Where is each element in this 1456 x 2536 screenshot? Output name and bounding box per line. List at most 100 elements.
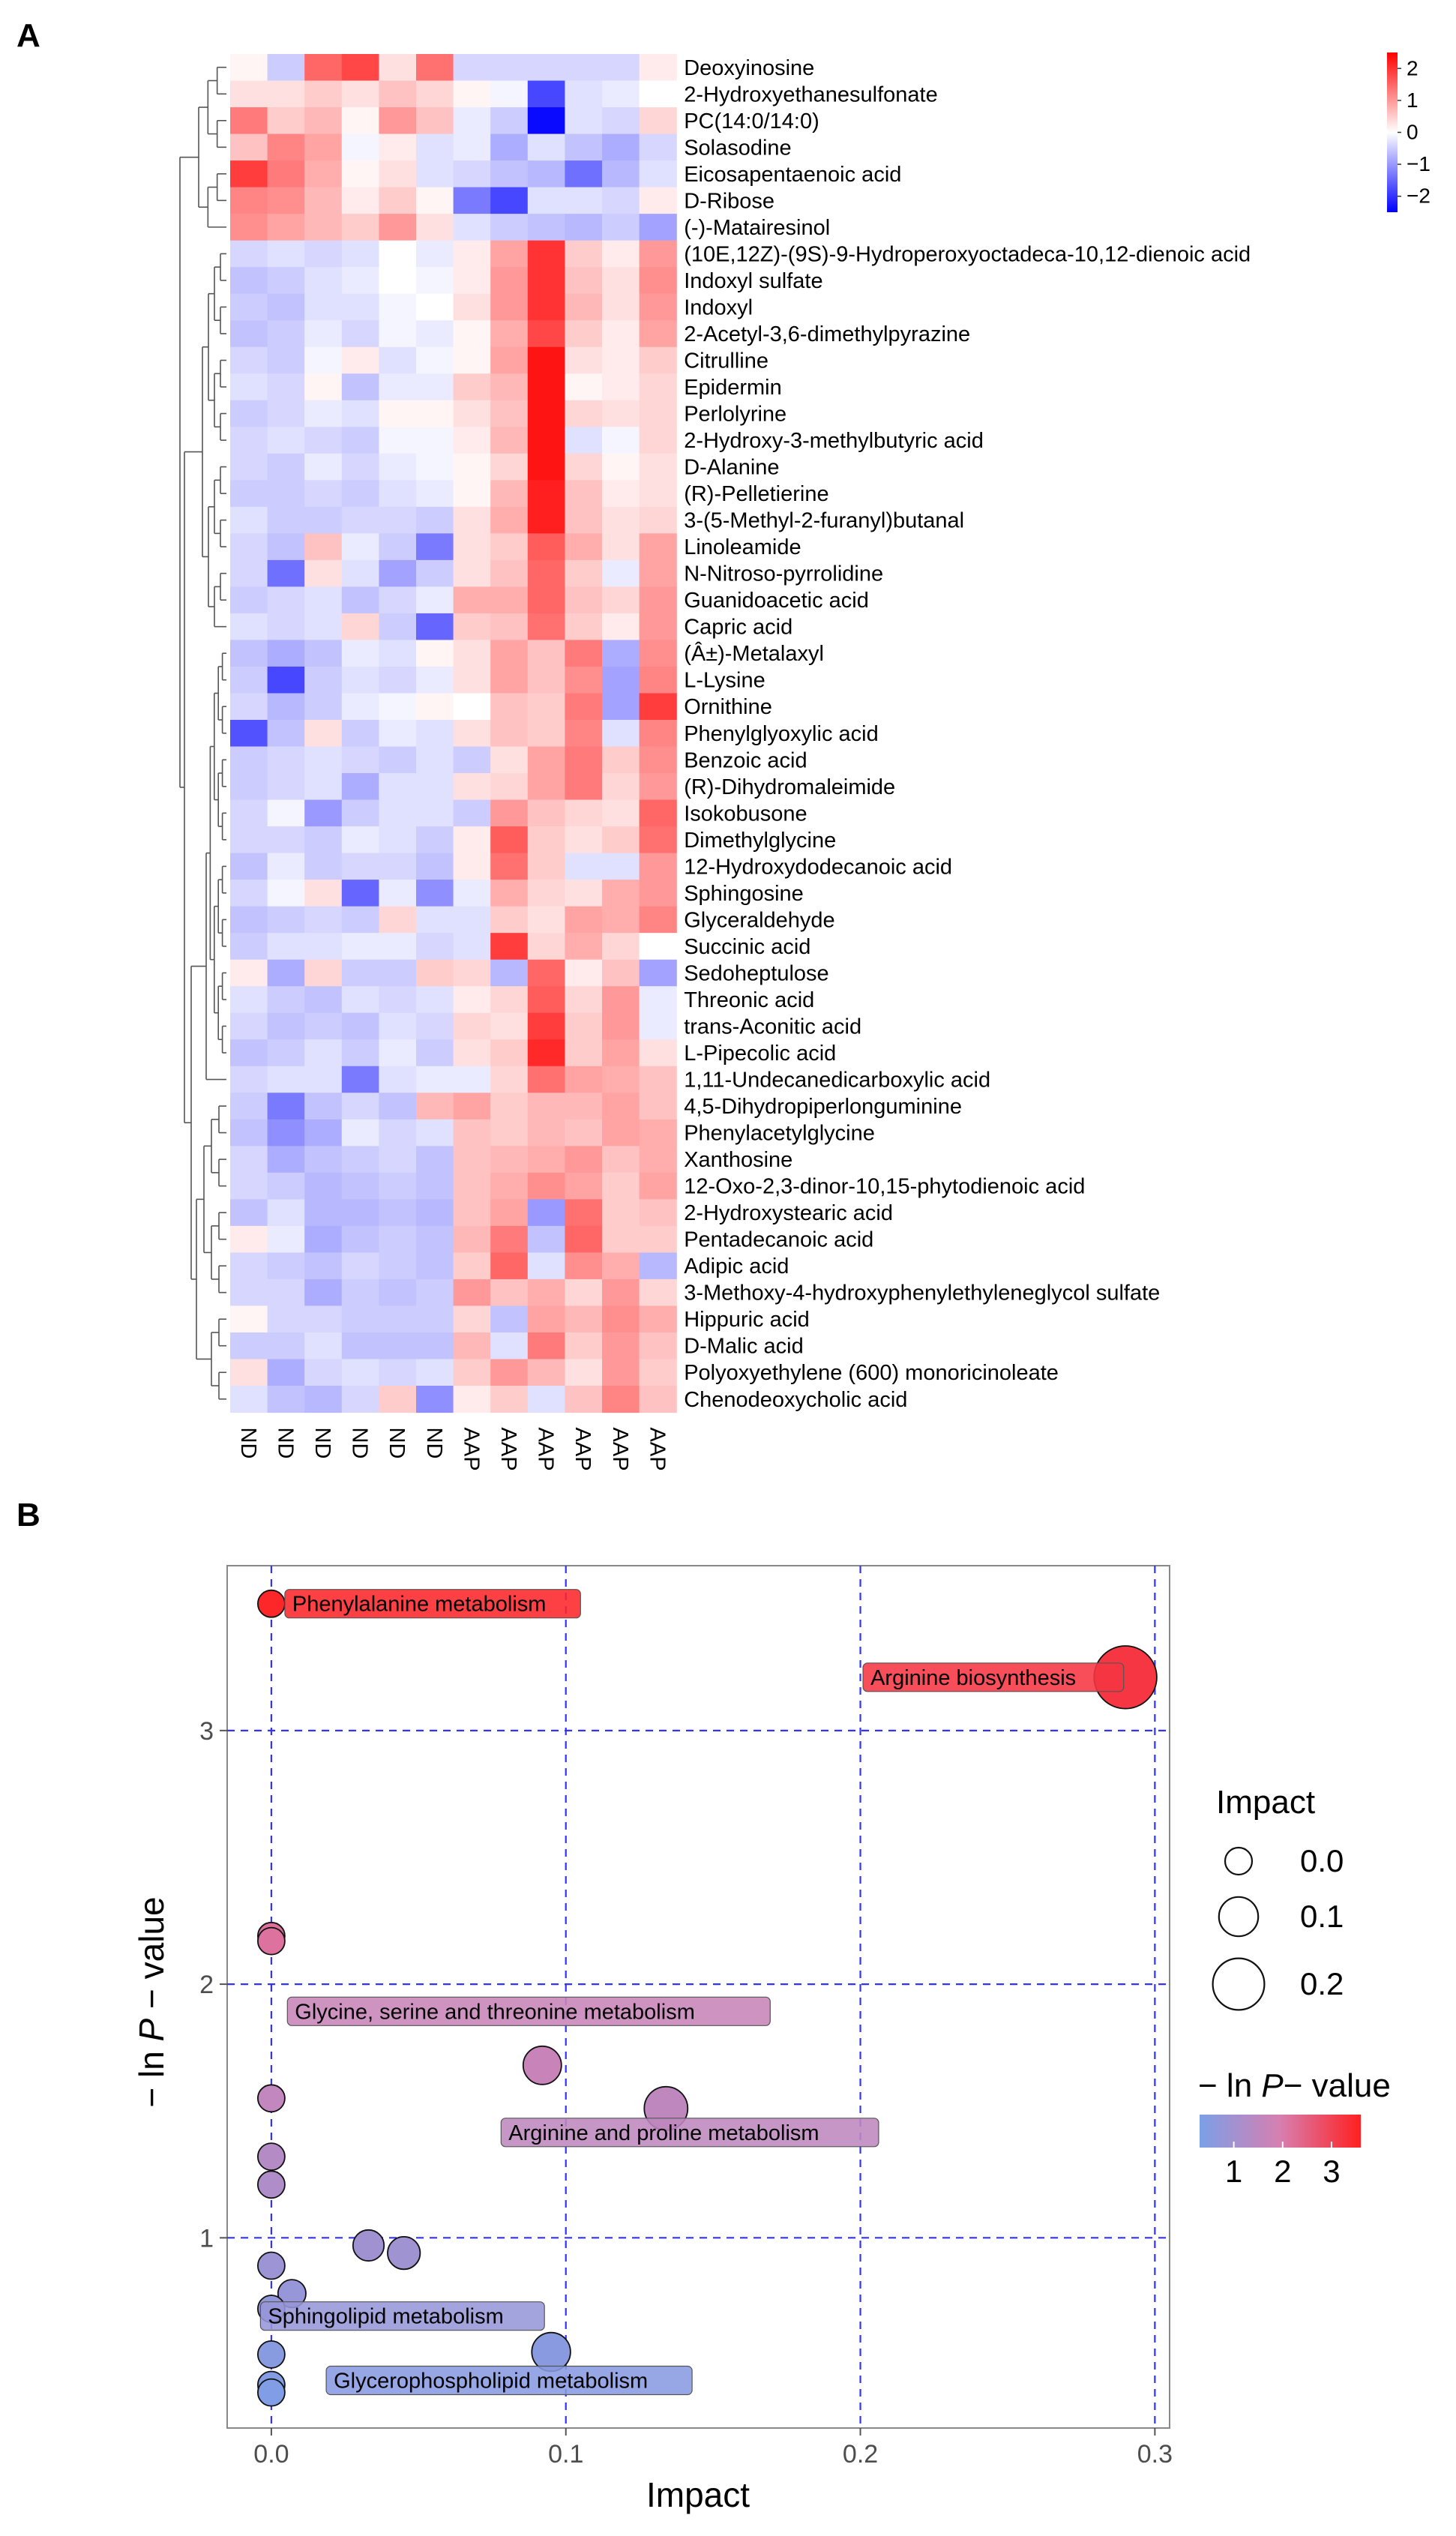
heatmap-cell [602,267,640,295]
row-dendrogram [179,66,226,1400]
heatmap-cell [416,107,454,135]
heatmap-cell [230,133,268,161]
heatmap-cell [379,133,417,161]
heatmap-cell [379,586,417,614]
heatmap-cell [230,826,268,854]
color-key-tick-label: −2 [1407,184,1431,208]
heatmap-cell [341,214,379,241]
heatmap-cell [490,773,529,801]
heatmap-cell [527,1305,565,1333]
heatmap-row-label: (Â±)-Metalaxyl [684,641,824,666]
heatmap-row-label: Eicosapentaenoic acid [684,163,901,187]
heatmap-row-label: 12-Hydroxydodecanoic acid [684,855,952,879]
heatmap-cell [379,1012,417,1040]
heatmap-cell [453,559,491,587]
size-legend-circle [1212,1957,1266,2011]
heatmap-row-label: N-Nitroso-pyrrolidine [684,562,883,586]
heatmap-cell [490,80,529,108]
heatmap-cell [490,373,529,401]
heatmap-cell [453,533,491,561]
heatmap-column-label: AAP [608,1428,632,1471]
heatmap-cell [565,1119,603,1147]
heatmap-cells [230,54,677,1413]
size-legend-label: 0.2 [1300,1966,1344,2001]
heatmap-row-label: Sedoheptulose [684,961,828,985]
heatmap-cell [527,1146,565,1174]
y-tick-label: 1 [199,2224,214,2253]
heatmap-cell [304,1252,343,1280]
heatmap-cell [416,720,454,748]
color-key-tick-label: −1 [1407,152,1431,175]
heatmap-cell [416,506,454,534]
heatmap-cell [230,1066,268,1093]
heatmap-row-label: 3-(5-Methyl-2-furanyl)butanal [684,509,964,533]
pathway-bubble [531,2331,571,2373]
heatmap-cell [379,533,417,561]
heatmap-cell [639,693,677,721]
heatmap-cell [453,986,491,1014]
heatmap-cell [490,400,529,427]
heatmap-cell [639,1359,677,1386]
heatmap-cell [416,187,454,214]
heatmap-cell [490,1012,529,1040]
heatmap-cell [490,1225,529,1253]
heatmap-cell [639,906,677,934]
heatmap-cell [267,1305,305,1333]
heatmap-cell [379,666,417,694]
heatmap-cell [565,293,603,321]
heatmap-cell [379,1359,417,1386]
heatmap-cell [490,506,529,534]
heatmap-cell [490,1386,529,1413]
heatmap-cell [602,933,640,961]
heatmap-row-label: Deoxyinosine [684,56,814,80]
heatmap-cell [267,480,305,508]
heatmap-cell [527,400,565,427]
heatmap-row-label: Glyceraldehyde [684,908,834,932]
heatmap-cell [639,1119,677,1147]
heatmap-cell [379,187,417,214]
heatmap-cell [453,933,491,961]
heatmap-cell [304,666,343,694]
heatmap-column-label: AAP [459,1428,483,1471]
heatmap-cell [267,693,305,721]
heatmap-cell [453,906,491,934]
heatmap-cell [304,1225,343,1253]
heatmap-row-label: Phenylglyoxylic acid [684,722,879,746]
heatmap-cell [527,693,565,721]
heatmap-cell [602,320,640,348]
heatmap-cell [565,533,603,561]
heatmap-cell [602,1172,640,1200]
heatmap-cell [416,54,454,82]
bubble-label-box [286,1996,771,2026]
heatmap-row-label: 2-Hydroxy-3-methylbutyric acid [684,429,984,453]
y-axis-title-prefix: − ln [132,2041,171,2107]
heatmap-cell [490,480,529,508]
heatmap-cell [267,720,305,748]
heatmap-cell [267,586,305,614]
heatmap-cell [379,693,417,721]
size-legend-label: 0.1 [1300,1899,1344,1934]
heatmap-cell [416,693,454,721]
heatmap-cell [602,54,640,82]
heatmap-cell [602,1386,640,1413]
heatmap-cell [379,1252,417,1280]
bubble-label-text: Arginine and proline metabolism [508,2121,819,2145]
heatmap-cell [416,640,454,667]
heatmap-cell [416,986,454,1014]
heatmap-cell [341,826,379,854]
bubble-label-box [259,2301,545,2331]
heatmap-cell [639,720,677,748]
heatmap-cell [527,267,565,295]
heatmap-cell [304,267,343,295]
x-axis-title: Impact [646,2475,750,2514]
heatmap-cell [379,746,417,774]
heatmap-row-label: Sphingosine [684,882,804,906]
heatmap-row-label: (10E,12Z)-(9S)-9-Hydroperoxyoctadeca-10,… [684,242,1251,266]
heatmap-cell [304,720,343,748]
heatmap-cell [230,453,268,481]
color-legend-title-suffix: − value [1284,2067,1391,2104]
heatmap-cell [639,1066,677,1093]
heatmap-cell [230,1225,268,1253]
heatmap-cell [639,427,677,454]
heatmap-cell [565,506,603,534]
